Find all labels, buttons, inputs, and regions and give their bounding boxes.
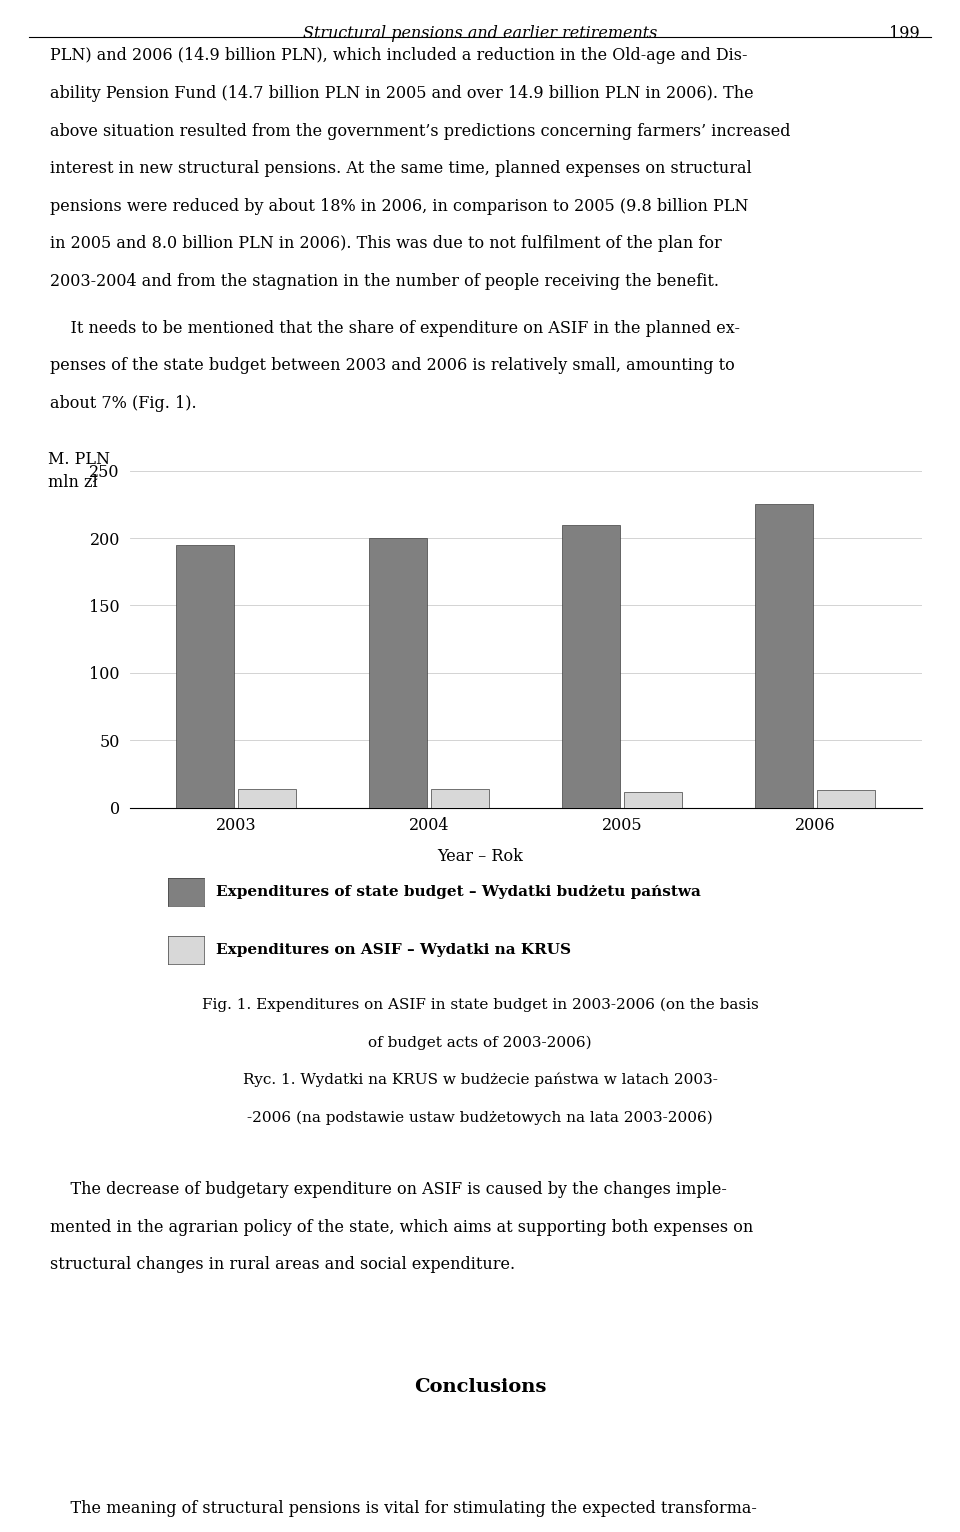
Text: 2003-2004 and from the stagnation in the number of people receiving the benefit.: 2003-2004 and from the stagnation in the… [50,273,719,290]
Text: 199: 199 [889,25,920,43]
Text: Conclusions: Conclusions [414,1379,546,1396]
Bar [817,791,876,807]
Text: Expenditures of state budget – Wydatki budżetu państwa: Expenditures of state budget – Wydatki b… [216,885,701,899]
Bar [238,789,296,807]
Text: M. PLN: M. PLN [48,450,110,467]
Bar [431,789,489,807]
Text: PLN) and 2006 (14.9 billion PLN), which included a reduction in the Old-age and : PLN) and 2006 (14.9 billion PLN), which … [50,47,748,64]
Text: pensions were reduced by about 18% in 2006, in comparison to 2005 (9.8 billion P: pensions were reduced by about 18% in 20… [50,198,748,214]
Text: Expenditures on ASIF – Wydatki na KRUS: Expenditures on ASIF – Wydatki na KRUS [216,944,571,958]
Bar [370,538,427,807]
Text: mented in the agrarian policy of the state, which aims at supporting both expens: mented in the agrarian policy of the sta… [50,1219,754,1236]
Text: It needs to be mentioned that the share of expenditure on ASIF in the planned ex: It needs to be mentioned that the share … [50,320,740,337]
Text: Year – Rok: Year – Rok [437,847,523,864]
Text: The decrease of budgetary expenditure on ASIF is caused by the changes imple-: The decrease of budgetary expenditure on… [50,1181,727,1198]
Bar [756,504,813,807]
Bar [563,524,620,807]
Text: in 2005 and 8.0 billion PLN in 2006). This was due to not fulfilment of the plan: in 2005 and 8.0 billion PLN in 2006). Th… [50,234,722,253]
Text: penses of the state budget between 2003 and 2006 is relatively small, amounting : penses of the state budget between 2003 … [50,357,734,374]
Bar [624,792,682,807]
Text: The meaning of structural pensions is vital for stimulating the expected transfo: The meaning of structural pensions is vi… [50,1500,756,1517]
Bar [176,545,234,807]
Text: structural changes in rural areas and social expenditure.: structural changes in rural areas and so… [50,1256,516,1273]
Text: above situation resulted from the government’s predictions concerning farmers’ i: above situation resulted from the govern… [50,123,790,139]
Text: interest in new structural pensions. At the same time, planned expenses on struc: interest in new structural pensions. At … [50,159,752,178]
Text: of budget acts of 2003-2006): of budget acts of 2003-2006) [369,1036,591,1049]
Text: Ryc. 1. Wydatki na KRUS w budżecie państwa w latach 2003-: Ryc. 1. Wydatki na KRUS w budżecie państ… [243,1072,717,1088]
Text: ability Pension Fund (14.7 billion PLN in 2005 and over 14.9 billion PLN in 2006: ability Pension Fund (14.7 billion PLN i… [50,84,754,103]
Text: Structural pensions and earlier retirements: Structural pensions and earlier retireme… [302,25,658,43]
Text: Fig. 1. Expenditures on ASIF in state budget in 2003-2006 (on the basis: Fig. 1. Expenditures on ASIF in state bu… [202,997,758,1013]
Text: -2006 (na podstawie ustaw budżetowych na lata 2003-2006): -2006 (na podstawie ustaw budżetowych na… [247,1111,713,1124]
Text: mln zł: mln zł [48,473,98,490]
Text: about 7% (Fig. 1).: about 7% (Fig. 1). [50,395,197,412]
